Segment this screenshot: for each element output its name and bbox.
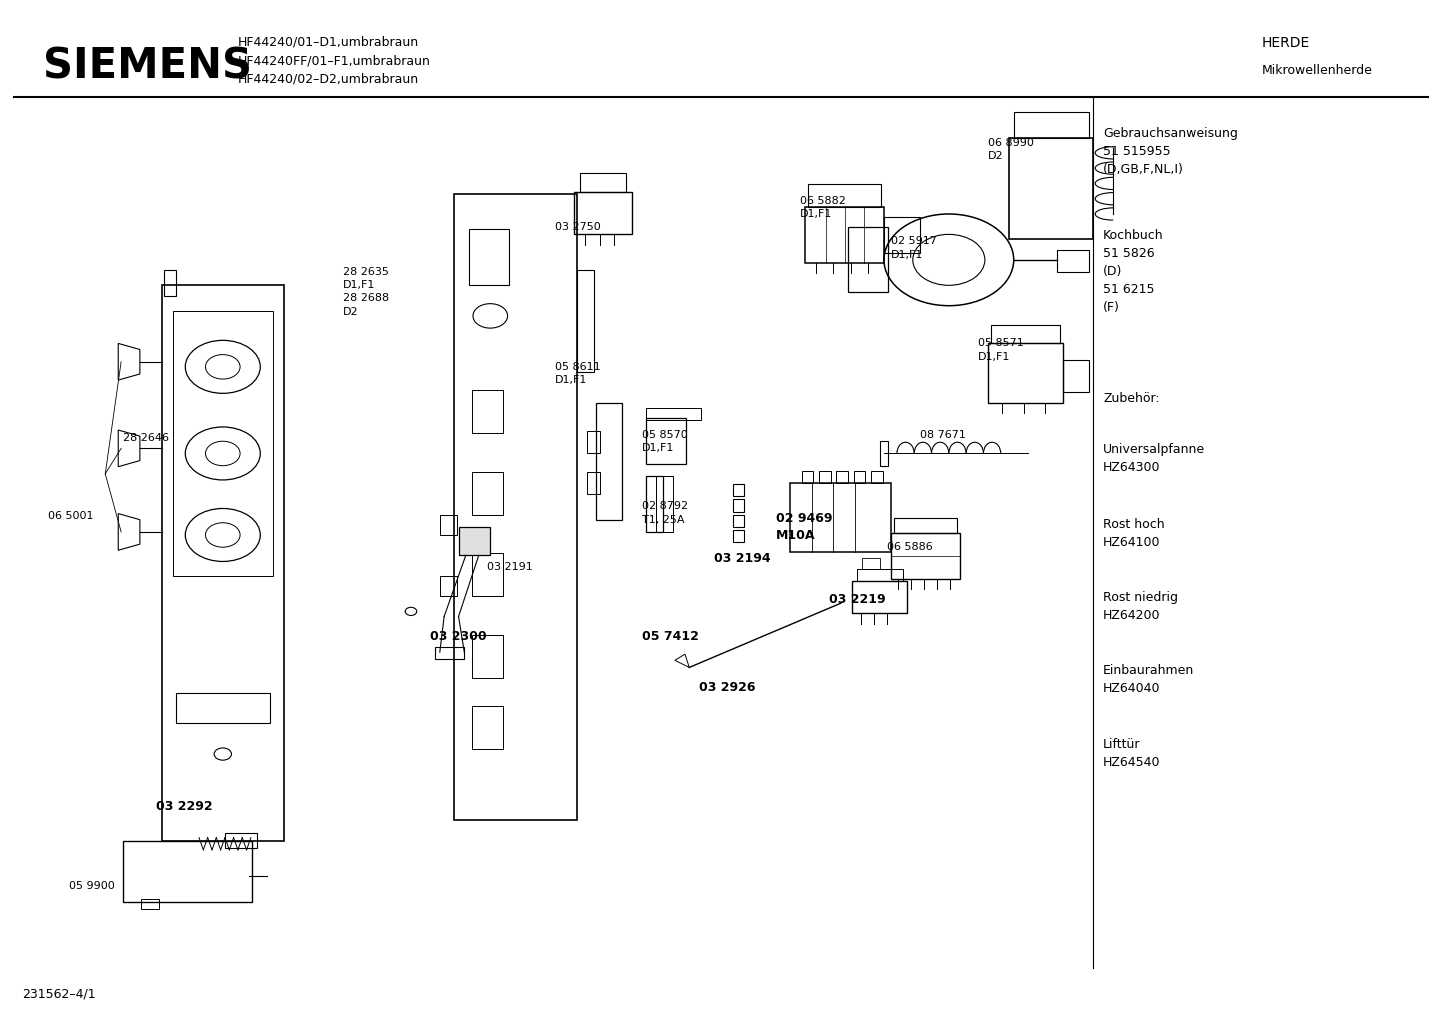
Bar: [733, 499, 744, 512]
Text: Kochbuch
51 5826
(D)
51 6215
(F): Kochbuch 51 5826 (D) 51 6215 (F): [1103, 229, 1164, 314]
Bar: [472, 635, 503, 678]
Bar: [440, 576, 457, 596]
Bar: [852, 581, 907, 613]
Text: Einbaurahmen
HZ64040: Einbaurahmen HZ64040: [1103, 664, 1194, 695]
Bar: [459, 527, 490, 555]
Bar: [862, 558, 880, 569]
Bar: [891, 533, 960, 579]
Text: HF44240/01–D1,umbrabraun
HF44240FF/01–F1,umbrabraun
HF44240/02–D2,umbrabraun: HF44240/01–D1,umbrabraun HF44240FF/01–F1…: [238, 36, 431, 86]
Text: 06 5882
D1,F1: 06 5882 D1,F1: [800, 196, 846, 219]
Text: 06 8990
D2: 06 8990 D2: [988, 138, 1034, 161]
Bar: [472, 472, 503, 515]
Text: 231562–4/1: 231562–4/1: [22, 987, 95, 1001]
Text: 03 2292: 03 2292: [156, 800, 212, 813]
Text: 05 9900: 05 9900: [69, 881, 115, 892]
Text: Rost niedrig
HZ64200: Rost niedrig HZ64200: [1103, 591, 1178, 622]
Bar: [854, 471, 865, 483]
Text: 06 5001: 06 5001: [48, 511, 94, 521]
Bar: [587, 431, 600, 453]
Bar: [819, 471, 831, 483]
Text: 03 2194: 03 2194: [714, 552, 770, 566]
Bar: [857, 569, 903, 581]
Text: 03 2300: 03 2300: [430, 630, 486, 643]
Bar: [733, 484, 744, 496]
Bar: [574, 192, 632, 234]
Bar: [646, 476, 663, 532]
Text: Gebrauchsanweisung
51 515955
(D,GB,F,NL,I): Gebrauchsanweisung 51 515955 (D,GB,F,NL,…: [1103, 127, 1239, 176]
Bar: [880, 441, 888, 466]
Bar: [472, 390, 503, 433]
Text: HERDE: HERDE: [1262, 36, 1309, 50]
Text: 05 7412: 05 7412: [642, 630, 698, 643]
Bar: [988, 343, 1063, 403]
Text: 02 5917
D1,F1: 02 5917 D1,F1: [891, 236, 937, 260]
Text: 05 8570
D1,F1: 05 8570 D1,F1: [642, 430, 688, 453]
Text: 03 2926: 03 2926: [699, 681, 756, 694]
Bar: [472, 706, 503, 749]
Bar: [577, 270, 594, 372]
Text: Rost hoch
HZ64100: Rost hoch HZ64100: [1103, 518, 1165, 548]
Bar: [469, 229, 509, 285]
Bar: [836, 471, 848, 483]
Bar: [646, 418, 686, 464]
Text: 05 8571
D1,F1: 05 8571 D1,F1: [978, 338, 1024, 362]
Bar: [164, 270, 176, 296]
Bar: [894, 518, 957, 533]
Bar: [596, 403, 622, 520]
Text: 28 2635
D1,F1
28 2688
D2: 28 2635 D1,F1 28 2688 D2: [343, 267, 389, 317]
Text: 06 5886: 06 5886: [887, 542, 933, 552]
Bar: [871, 471, 883, 483]
Text: 03 2191: 03 2191: [487, 562, 534, 573]
Bar: [472, 553, 503, 596]
Bar: [1063, 360, 1089, 392]
Bar: [162, 285, 284, 841]
Text: 03 2219: 03 2219: [829, 593, 885, 606]
Bar: [848, 227, 888, 292]
Bar: [173, 311, 273, 576]
Bar: [802, 471, 813, 483]
Bar: [123, 841, 252, 902]
Bar: [805, 207, 884, 263]
Bar: [733, 530, 744, 542]
Text: Lifttür
HZ64540: Lifttür HZ64540: [1103, 738, 1161, 768]
Text: 03 2750: 03 2750: [555, 222, 601, 232]
Bar: [1009, 138, 1093, 239]
Bar: [580, 173, 626, 192]
Bar: [733, 515, 744, 527]
Bar: [808, 184, 881, 207]
Bar: [587, 472, 600, 494]
Bar: [454, 194, 577, 820]
Bar: [1014, 112, 1089, 138]
Text: 08 7671: 08 7671: [920, 430, 966, 440]
Bar: [1057, 250, 1089, 272]
Text: 28 2646: 28 2646: [123, 433, 169, 443]
Bar: [790, 483, 891, 552]
Text: Zubehör:: Zubehör:: [1103, 392, 1159, 406]
Text: 02 9469
M10A: 02 9469 M10A: [776, 512, 832, 541]
Text: 02 8792
T1, 25A: 02 8792 T1, 25A: [642, 501, 688, 525]
Text: 05 8611
D1,F1: 05 8611 D1,F1: [555, 362, 601, 385]
Text: Mikrowellenherde: Mikrowellenherde: [1262, 64, 1373, 77]
Bar: [176, 693, 270, 723]
Bar: [646, 408, 701, 420]
Bar: [656, 476, 673, 532]
Bar: [991, 325, 1060, 343]
Text: SIEMENS: SIEMENS: [43, 46, 252, 88]
Text: Universalpfanne
HZ64300: Universalpfanne HZ64300: [1103, 443, 1206, 474]
Bar: [141, 899, 159, 909]
Bar: [440, 515, 457, 535]
Bar: [884, 217, 920, 253]
Bar: [435, 647, 464, 659]
Bar: [225, 833, 257, 848]
